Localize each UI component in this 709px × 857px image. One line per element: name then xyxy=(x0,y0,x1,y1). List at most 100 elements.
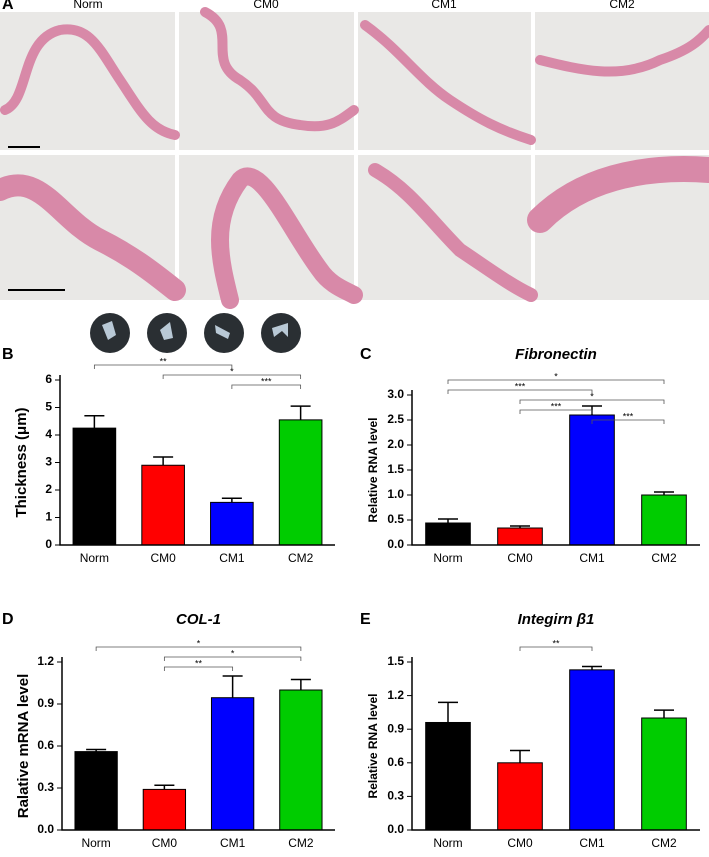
error-bar xyxy=(654,491,674,495)
x-tick-label: CM2 xyxy=(288,836,314,850)
y-axis-label: Relative RNA level xyxy=(366,418,380,523)
bar xyxy=(497,527,543,546)
y-tick-label: 1.2 xyxy=(387,688,404,702)
bar xyxy=(74,751,118,831)
bar xyxy=(641,494,687,546)
error-bar xyxy=(290,405,311,420)
y-tick-label: 0.6 xyxy=(37,738,54,752)
significance-label: * xyxy=(590,391,594,401)
panel-label: E xyxy=(360,611,371,628)
chart-title: Integirn β1 xyxy=(518,611,595,628)
y-tick-label: 1 xyxy=(45,510,52,524)
significance-bracket xyxy=(591,419,665,424)
column-label: CM2 xyxy=(609,0,635,11)
bar xyxy=(569,414,615,546)
x-tick-label: CM1 xyxy=(579,836,605,850)
panel-label: B xyxy=(2,346,14,363)
significance-bracket xyxy=(519,399,665,404)
bar xyxy=(497,762,543,831)
y-tick-label: 0.5 xyxy=(387,512,404,526)
error-bar xyxy=(290,678,311,690)
significance-bracket xyxy=(519,646,593,651)
x-tick-label: Norm xyxy=(80,551,109,565)
bar xyxy=(279,689,323,831)
significance-label: *** xyxy=(515,381,526,391)
significance-label: * xyxy=(231,648,235,658)
y-tick-label: 0.9 xyxy=(37,696,54,710)
significance-bracket xyxy=(93,364,233,369)
y-tick-label: 0.3 xyxy=(387,789,404,803)
axis xyxy=(59,375,335,546)
y-tick-label: 6 xyxy=(45,372,52,386)
column-label: CM0 xyxy=(253,0,279,11)
axis xyxy=(411,657,700,831)
y-tick-label: 0 xyxy=(45,537,52,551)
bar xyxy=(210,501,254,546)
bar xyxy=(72,427,117,546)
panel-label: D xyxy=(2,611,14,628)
significance-label: ** xyxy=(552,638,560,648)
y-tick-label: 1.2 xyxy=(37,654,54,668)
axis xyxy=(61,657,335,831)
y-tick-label: 0.0 xyxy=(387,537,404,551)
significance-bracket xyxy=(163,666,234,671)
x-tick-label: CM2 xyxy=(651,551,677,565)
y-tick-label: 3.0 xyxy=(387,387,404,401)
bar xyxy=(141,464,185,546)
significance-label: *** xyxy=(623,411,634,421)
bar xyxy=(210,697,255,831)
significance-bracket xyxy=(163,656,302,661)
significance-label: ** xyxy=(195,658,203,668)
y-axis-label: Relative RNA level xyxy=(366,694,380,799)
tissue xyxy=(0,7,709,309)
x-tick-label: Norm xyxy=(433,836,462,850)
error-bar xyxy=(84,415,105,429)
sample xyxy=(160,322,173,340)
y-axis-label: Thickness (μm) xyxy=(13,407,30,517)
x-tick-label: CM1 xyxy=(219,551,245,565)
column-label: CM1 xyxy=(431,0,457,11)
error-bar xyxy=(654,709,674,718)
dishes xyxy=(90,313,301,353)
significance-label: *** xyxy=(261,376,272,386)
sample xyxy=(215,325,230,339)
chart-title: COL-1 xyxy=(176,611,221,628)
y-tick-label: 2.0 xyxy=(387,437,404,451)
significance-bracket xyxy=(447,379,665,384)
axis xyxy=(411,390,700,546)
panel-label: A xyxy=(2,0,14,13)
y-tick-label: 3 xyxy=(45,455,52,469)
histology-panel: A Norm CM0 CM1 CM2 xyxy=(0,0,709,309)
bar xyxy=(641,717,687,831)
significance-bracket xyxy=(162,374,302,379)
y-tick-label: 0.6 xyxy=(387,755,404,769)
x-tick-label: Norm xyxy=(81,836,110,850)
y-axis-label: Ralative mRNA level xyxy=(15,674,32,819)
error-bar xyxy=(154,784,175,790)
x-tick-label: CM2 xyxy=(651,836,677,850)
y-tick-label: 1.0 xyxy=(387,487,404,501)
significance-bracket xyxy=(447,389,593,394)
sample xyxy=(272,323,288,337)
bar xyxy=(278,419,323,546)
error-bar xyxy=(510,749,530,763)
y-tick-label: 0.0 xyxy=(387,822,404,836)
error-bar xyxy=(221,497,242,503)
x-tick-label: CM0 xyxy=(152,836,178,850)
significance-label: *** xyxy=(551,401,562,411)
chart-title: Fibronectin xyxy=(515,346,597,363)
significance-bracket xyxy=(519,409,593,414)
significance-bracket xyxy=(95,646,302,651)
significance-label: * xyxy=(230,366,234,376)
image xyxy=(535,12,709,150)
y-tick-label: 1.5 xyxy=(387,654,404,668)
y-tick-label: 2 xyxy=(45,482,52,496)
error-bar xyxy=(438,701,458,723)
column-label: Norm xyxy=(73,0,102,11)
dish xyxy=(261,313,301,353)
panel-label: C xyxy=(360,346,372,363)
bar xyxy=(425,721,471,831)
bar xyxy=(569,669,615,831)
y-tick-label: 2.5 xyxy=(387,412,404,426)
